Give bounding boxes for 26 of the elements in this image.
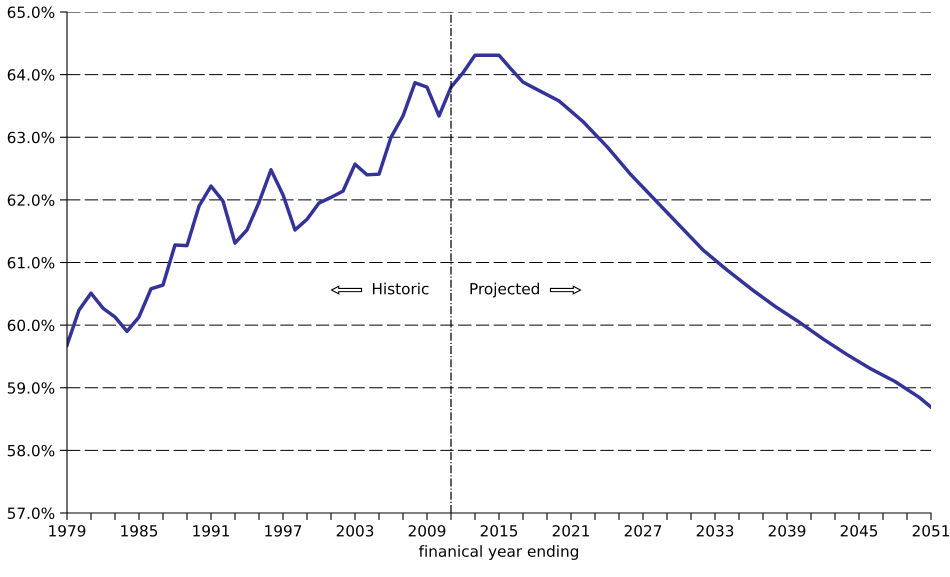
- x-tick-label: 2039: [768, 525, 806, 537]
- x-tick-label: 2003: [336, 525, 374, 537]
- y-tick-label: 58.0%: [8, 444, 54, 456]
- x-tick-label: 2045: [840, 525, 878, 537]
- x-tick-label: 1985: [121, 525, 158, 537]
- y-tick-label: 60.0%: [8, 320, 54, 332]
- y-tick-label: 59.0%: [8, 382, 54, 394]
- x-tick-label: 1997: [265, 525, 302, 537]
- annotation: Projected: [470, 282, 539, 298]
- x-tick-label: 2009: [408, 525, 446, 537]
- x-tick-label: 1979: [49, 525, 86, 537]
- x-tick-label: 2021: [552, 525, 590, 537]
- x-axis-title: finanical year ending: [418, 545, 578, 560]
- y-tick-label: 64.0%: [8, 69, 54, 81]
- y-tick-label: 65.0%: [8, 6, 54, 18]
- x-tick-label: 2051: [912, 525, 950, 537]
- annotation: Historic: [372, 282, 428, 294]
- x-tick-label: 2015: [480, 525, 518, 537]
- line-series: [67, 53, 931, 409]
- x-tick-label: 2027: [624, 525, 662, 537]
- y-tick-label: 62.0%: [8, 194, 54, 206]
- y-tick-label: 57.0%: [8, 507, 54, 520]
- y-tick-label: 61.0%: [8, 256, 54, 269]
- x-tick-label: 1991: [193, 525, 230, 537]
- x-tick-label: 2033: [696, 525, 734, 537]
- y-tick-label: 63.0%: [8, 132, 54, 144]
